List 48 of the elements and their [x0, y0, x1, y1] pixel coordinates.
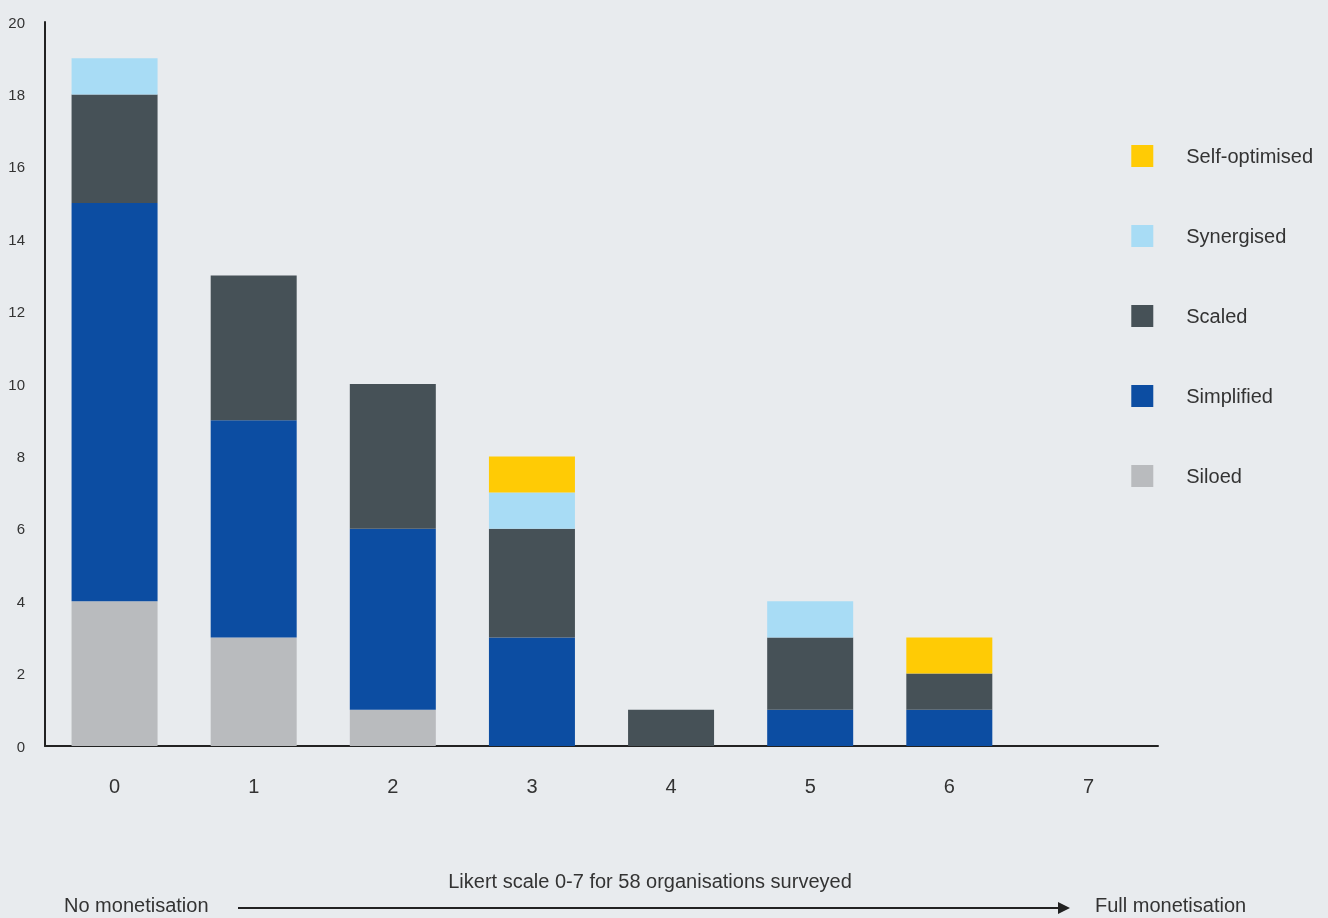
legend-label: Self-optimised: [1186, 145, 1313, 167]
bar: [349, 709, 436, 746]
bar: [488, 637, 575, 746]
y-tick-label: 16: [8, 158, 25, 176]
x-tick-label: 3: [526, 775, 538, 797]
bar: [71, 601, 158, 746]
bar: [628, 709, 715, 746]
bar: [71, 203, 158, 602]
y-tick-label: 2: [16, 665, 25, 683]
text: Likert scale 0-7 for 58 organisations surveyed: [447, 870, 853, 893]
legend-label: Synergised: [1186, 225, 1287, 247]
bar: [349, 528, 436, 710]
bar: [906, 673, 993, 710]
bar: [210, 420, 297, 638]
y-tick-label: 14: [8, 230, 25, 248]
y-tick-label: 6: [16, 520, 25, 538]
x-tick-label: 5: [804, 775, 816, 797]
x-tick-label: 4: [665, 775, 677, 797]
legend-label: Siloed: [1186, 465, 1242, 487]
bar: [906, 637, 993, 674]
y-tick-label: 4: [16, 592, 25, 610]
text: No monetisation: [64, 894, 209, 917]
bar: [488, 528, 575, 638]
y-tick-label: 12: [8, 303, 25, 321]
x-tick-label: 6: [943, 775, 955, 797]
y-tick-label: 0: [16, 737, 25, 755]
bar: [767, 709, 854, 746]
bar: [767, 637, 854, 710]
x-tick-label: 2: [387, 775, 399, 797]
bar: [488, 456, 575, 493]
legend-label: Simplified: [1186, 385, 1273, 407]
bar: [71, 58, 158, 95]
bar: [210, 637, 297, 746]
y-tick-label: 8: [16, 447, 25, 465]
bar: [906, 709, 993, 746]
y-tick-label: 18: [8, 85, 25, 103]
text: Full monetisation: [1095, 894, 1247, 917]
bar: [767, 601, 854, 638]
bar: [71, 94, 158, 203]
x-tick-label: 7: [1082, 775, 1094, 797]
bar: [488, 492, 575, 529]
y-tick-label: 10: [8, 375, 25, 393]
x-tick-label: 0: [109, 775, 121, 797]
bar: [210, 275, 297, 421]
legend-label: Scaled: [1186, 305, 1248, 327]
y-tick-label: 20: [8, 13, 25, 31]
x-tick-label: 1: [248, 775, 260, 797]
bar: [349, 384, 436, 529]
